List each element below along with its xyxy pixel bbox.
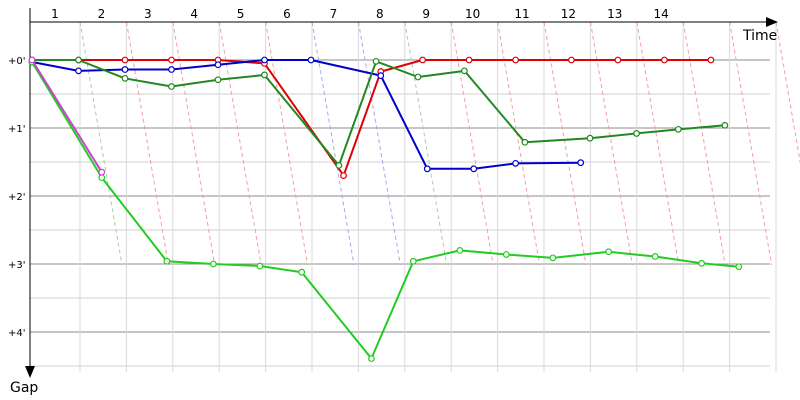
lap-number-label: 12: [561, 7, 576, 21]
gap-tick-label: +3': [8, 260, 26, 271]
series-point: [340, 172, 347, 180]
lap-marker-line: [218, 21, 262, 266]
gap-tick-label: +1': [8, 124, 26, 135]
series-point: [409, 257, 417, 265]
y-axis-arrow-icon: [25, 366, 35, 378]
gap-tick-label: +2': [8, 192, 26, 203]
series-point: [502, 251, 510, 258]
lap-marker-line: [497, 21, 541, 266]
series-point: [512, 56, 519, 64]
series-point: [98, 168, 106, 176]
series-point: [168, 56, 175, 64]
series-point: [419, 56, 427, 64]
lap-marker-line: [729, 21, 773, 266]
series-point: [261, 56, 268, 64]
series-point: [214, 76, 222, 84]
lap-number-label: 1: [51, 7, 59, 21]
grid-layer: [30, 22, 777, 372]
lap-marker-line: [79, 21, 123, 266]
series-point: [512, 159, 519, 167]
series-point: [461, 67, 468, 75]
lap-marker-line: [404, 21, 448, 266]
series-point: [121, 74, 129, 82]
lap-marker-line: [543, 21, 587, 266]
lap-number-label: 2: [98, 7, 106, 21]
lap-number-label: 14: [654, 7, 669, 21]
series-point: [549, 254, 557, 262]
series-point: [651, 253, 659, 260]
series-point: [577, 159, 585, 167]
axis-layer: Time Gap: [10, 8, 778, 396]
series-point: [568, 56, 575, 64]
series-point: [75, 56, 82, 64]
lap-marker-line: [775, 21, 800, 164]
lap-marker-line: [172, 21, 216, 266]
series-point: [214, 61, 222, 69]
series-point: [661, 56, 668, 64]
lap-number-label: 6: [283, 7, 291, 21]
series-point: [256, 262, 264, 270]
series-point: [98, 174, 106, 182]
series-point: [209, 260, 217, 268]
lap-number-label: 13: [607, 7, 622, 21]
lap-marker-line: [311, 21, 355, 266]
series-point: [377, 72, 385, 80]
series-point: [456, 246, 464, 254]
series-point: [75, 67, 82, 75]
series-point: [707, 56, 715, 64]
lap-number-label: 10: [465, 7, 480, 21]
lap-number-label: 3: [144, 7, 152, 21]
lap-number-label: 5: [237, 7, 245, 21]
x-axis-title: Time: [742, 28, 777, 44]
lap-marker-layer: [79, 21, 800, 266]
series-point: [521, 138, 529, 146]
series-point: [163, 257, 171, 265]
series-point: [735, 263, 743, 271]
lap-number-label: 7: [330, 7, 338, 21]
series-point: [372, 57, 380, 65]
gap-tick-label: +0': [8, 56, 26, 67]
series-point: [335, 161, 343, 169]
series-point: [261, 71, 268, 79]
series-point: [674, 125, 682, 133]
series-point: [298, 268, 306, 276]
series-point: [614, 56, 622, 64]
series-point: [698, 259, 705, 267]
series-line: [31, 59, 103, 173]
series-point: [721, 121, 729, 129]
series-point: [633, 130, 640, 137]
series-line: [31, 61, 739, 360]
lap-marker-line: [636, 21, 680, 266]
lap-marker-line: [357, 21, 401, 266]
lap-number-label: 8: [376, 7, 384, 21]
series-point: [28, 56, 36, 64]
series-point: [121, 56, 129, 64]
label-layer: 1 2 3 4 5 6 7 8 9 10 11 12 13 14+0'+1'+2'+3'+4': [8, 7, 669, 339]
lap-marker-line: [265, 21, 309, 266]
series-point: [307, 56, 315, 64]
series-point: [368, 355, 375, 362]
series-point: [423, 165, 431, 173]
series-point: [121, 66, 129, 73]
lap-number-label: 11: [514, 7, 529, 21]
series-layer: [28, 56, 743, 362]
series-point: [605, 248, 612, 256]
x-axis-arrow-icon: [766, 17, 778, 27]
lap-marker-line: [125, 21, 169, 266]
lap-marker-line: [589, 21, 633, 266]
series-point: [465, 56, 473, 64]
series-point: [168, 66, 175, 73]
lap-number-label: 4: [190, 7, 198, 21]
series-point: [414, 73, 422, 81]
lap-marker-line: [450, 21, 494, 266]
lap-marker-line: [682, 21, 726, 266]
gap-tick-label: +4': [8, 328, 26, 339]
series-point: [470, 165, 478, 173]
y-axis-title: Gap: [10, 380, 38, 396]
series-point: [586, 134, 594, 142]
series-line: [31, 59, 581, 170]
lap-number-label: 9: [422, 7, 430, 21]
series-point: [168, 83, 175, 90]
